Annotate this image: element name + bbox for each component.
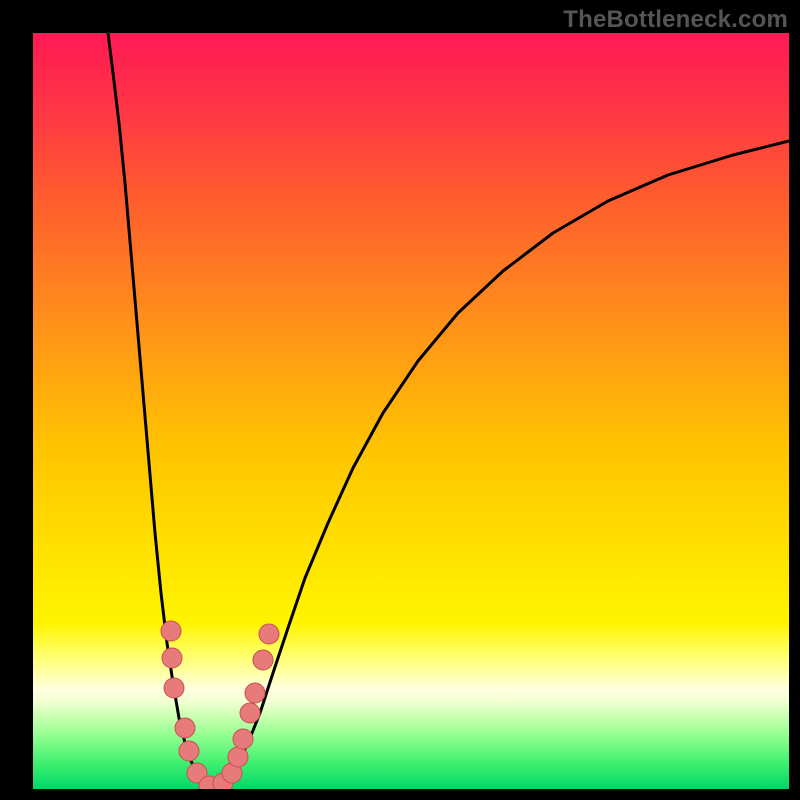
v-curve: [108, 33, 789, 788]
plot-area: [33, 33, 789, 789]
data-marker: [233, 729, 253, 749]
data-marker: [240, 703, 260, 723]
data-marker: [253, 650, 273, 670]
data-marker: [228, 747, 248, 767]
data-marker: [259, 624, 279, 644]
data-marker: [245, 683, 265, 703]
chart-stage: TheBottleneck.com: [0, 0, 800, 800]
data-marker: [164, 678, 184, 698]
data-marker: [179, 741, 199, 761]
data-marker: [175, 718, 195, 738]
data-marker: [162, 648, 182, 668]
data-marker: [161, 621, 181, 641]
watermark-text: TheBottleneck.com: [563, 6, 788, 34]
curve-layer: [33, 33, 789, 789]
